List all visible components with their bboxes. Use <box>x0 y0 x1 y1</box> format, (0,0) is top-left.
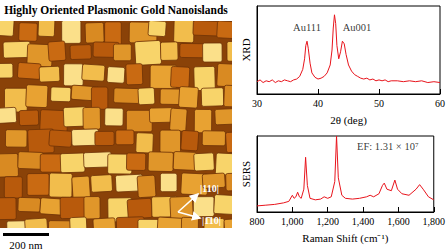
svg-text:|110|: |110| <box>200 183 219 194</box>
svg-text:800: 800 <box>250 216 265 227</box>
svg-text:50: 50 <box>374 98 384 109</box>
svg-text:200 nm: 200 nm <box>9 239 43 251</box>
svg-text:Au001: Au001 <box>343 22 372 33</box>
svg-text:1,800: 1,800 <box>423 216 446 227</box>
svg-text:40: 40 <box>313 98 323 109</box>
svg-text:Au111: Au111 <box>293 22 321 33</box>
svg-text:EF: 1.31 × 10⁷: EF: 1.31 × 10⁷ <box>357 141 419 152</box>
svg-text:1,400: 1,400 <box>352 216 375 227</box>
svg-text:2θ (deg): 2θ (deg) <box>330 114 367 127</box>
svg-text:1,000: 1,000 <box>281 216 304 227</box>
svg-text:1,600: 1,600 <box>387 216 410 227</box>
svg-text:SERS: SERS <box>240 161 252 187</box>
svg-text:Raman Shift (cm⁻¹): Raman Shift (cm⁻¹) <box>302 232 388 245</box>
svg-text:60: 60 <box>435 98 445 109</box>
svg-text:1,200: 1,200 <box>316 216 339 227</box>
svg-text:30: 30 <box>252 98 262 109</box>
svg-text:XRD: XRD <box>240 38 252 61</box>
svg-text:|1̄10|: |1̄10| <box>202 215 221 226</box>
svg-text:Highly Oriented Plasmonic Gold: Highly Oriented Plasmonic Gold Nanoislan… <box>4 4 228 17</box>
